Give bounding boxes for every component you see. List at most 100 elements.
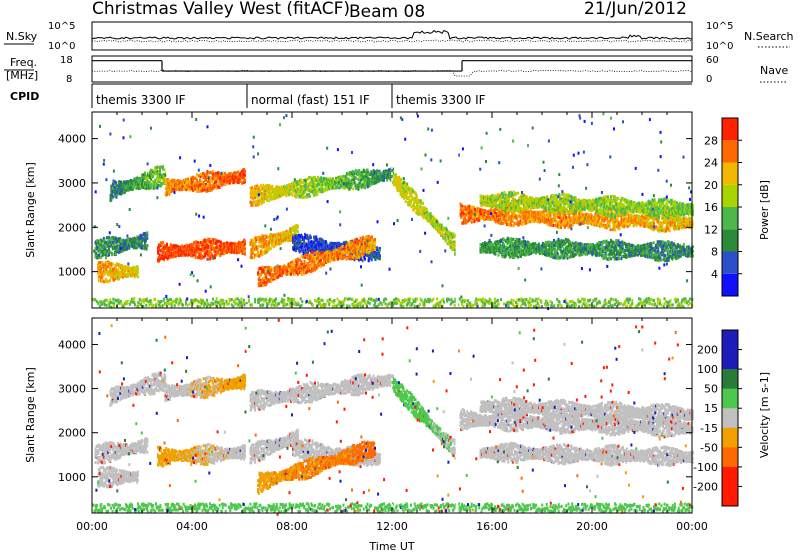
rti-cell [201,185,204,189]
rti-cell [244,173,246,177]
rti-cell [258,187,261,191]
rti-cell [155,185,158,189]
rti-cell [285,194,288,198]
rti-cell [162,165,164,169]
rti-cell [350,186,352,189]
rti-cell [167,179,170,183]
noise-tick-top: 10^5 [48,21,75,32]
rti-cell [502,221,505,225]
rti-cell [157,184,160,187]
cpid-mode-label: themis 3300 IF [396,93,486,107]
rti-cell [257,186,259,190]
rti-cell [462,208,465,212]
rti-cell [172,185,174,189]
rti-cell [125,188,128,192]
rti-cell [366,168,369,172]
rti-cell [450,239,453,243]
rti-cell [146,178,149,182]
rti-cell [608,224,611,228]
rti-cell [301,186,304,190]
rti-cell [305,178,308,182]
rti-cell [399,181,402,184]
rti-cell [217,175,220,179]
rti-cell [211,170,214,173]
nave-tick-bottom: 0 [706,74,712,85]
rti-cell [356,170,359,174]
rti-cell [353,178,355,182]
rti-cell [159,168,161,172]
rti-cell [215,172,218,176]
rti-cell [144,171,146,175]
rti-cell [175,187,178,191]
nsky-label: N.Sky [6,30,38,43]
rti-cell [130,187,133,190]
rti-cell [211,179,213,183]
rti-cell [568,215,571,219]
rti-cell [332,183,335,186]
rti-cell [335,178,337,182]
rti-cell [305,186,307,189]
rti-cell [252,193,255,197]
rti-cell [299,192,302,196]
rti-cell [212,172,215,176]
rti-cell [321,190,324,193]
rti-cell [226,181,229,185]
rti-cell [111,194,114,198]
rti-cell [222,175,225,178]
rti-cell [345,181,348,185]
rti-cell [112,184,115,188]
rti-cell [196,180,199,184]
cpid-modes: themis 3300 IF normal (fast) 151 IF themis… [91,83,692,108]
rti-cell [445,238,448,242]
rti-cell [306,195,309,199]
rti-cell [167,186,170,189]
rti-cell [288,183,291,187]
rti-cell [324,187,327,191]
rti-cell [152,180,155,183]
rti-cell [338,182,341,186]
rti-cell [253,190,256,194]
rti-cell [360,178,363,182]
rti-cell [192,179,195,182]
rti-cell [317,175,319,179]
rti-cell [406,182,409,186]
rti-cell [275,196,277,200]
rti-cell [422,201,424,205]
rti-cell [278,186,280,190]
noise-lines [91,29,693,43]
rti-cell [511,193,514,197]
cpid-label: CPID [10,90,39,103]
rti-cell [365,175,368,179]
rti-cell [627,211,630,215]
rti-cell [141,173,144,177]
rti-cell [315,189,318,192]
rti-cell [347,182,349,185]
rti-cell [225,180,228,184]
rti-cell [185,181,188,185]
rti-cell [119,187,122,191]
rti-cell [166,193,168,196]
freq-unit-label: [MHz] [6,69,38,82]
rti-cell [365,173,367,177]
rti-cell [251,186,253,190]
rti-cell [497,218,500,222]
rti-cell [661,224,664,227]
rti-cell [313,194,316,198]
beam-label: Beam 08 [349,2,425,22]
rti-cell [371,178,373,182]
rti-cell [221,171,224,175]
rti-cell [149,170,152,174]
rti-cell [271,186,274,190]
rti-cell [149,184,152,188]
rti-cell [241,181,244,185]
rti-cell [235,179,237,182]
rti-cell [268,191,271,194]
rti-cell [199,188,201,192]
rti-cell [255,200,258,203]
rti-cell [148,180,151,184]
rti-cell [236,175,239,179]
rti-cell [232,173,234,177]
rti-cell [205,189,208,193]
rti-cell [268,199,271,202]
rti-cell [186,179,189,183]
